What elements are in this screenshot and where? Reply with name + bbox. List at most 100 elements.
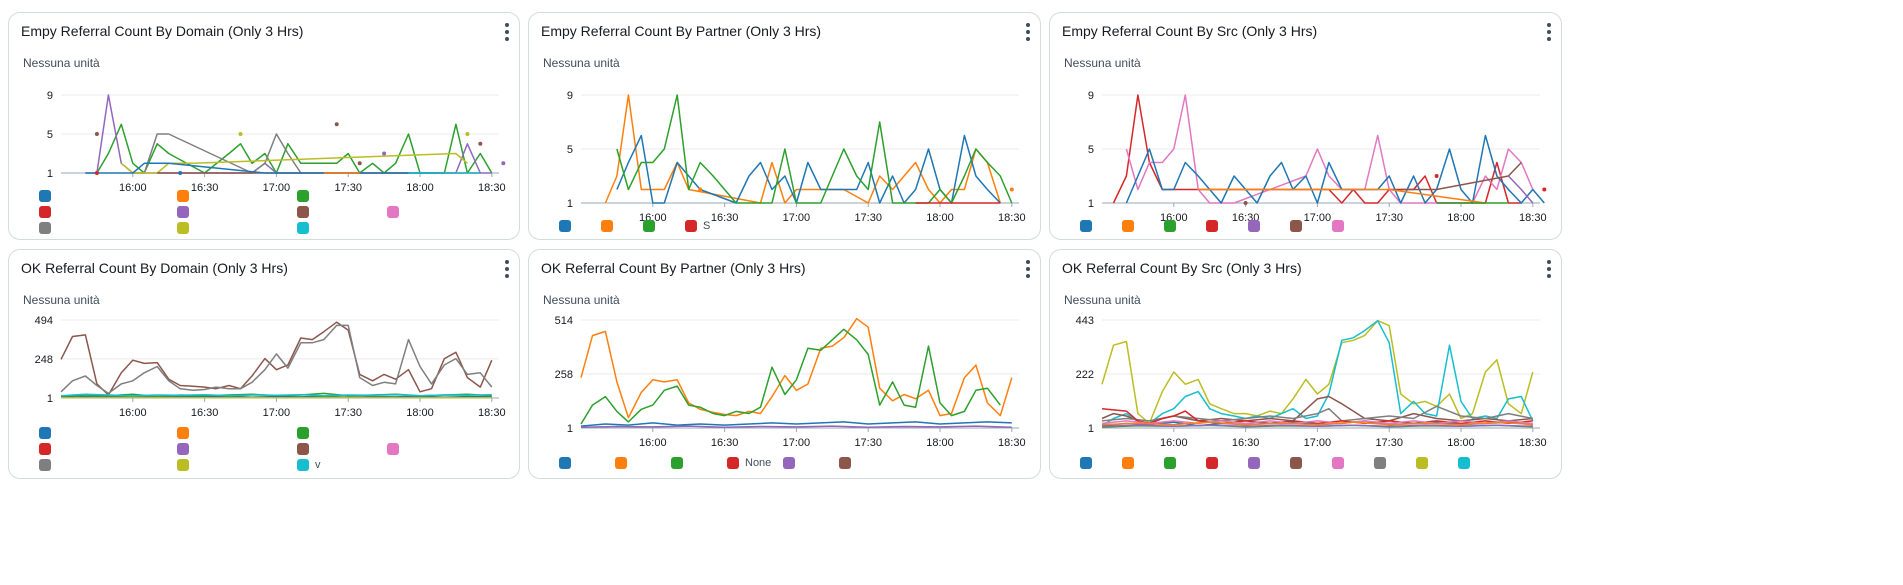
legend-item[interactable] [297,205,315,219]
legend-item[interactable] [1080,456,1098,470]
series-line [1198,188,1486,204]
data-point [334,122,339,127]
y-tick-label: 222 [1076,369,1094,381]
legend-swatch [297,190,309,202]
series-line [1101,421,1533,426]
legend-item[interactable] [177,426,195,440]
data-point [178,171,183,175]
x-tick-label: 17:00 [783,212,811,224]
legend-item[interactable] [177,205,195,219]
legend-swatch [39,206,51,218]
legend-item[interactable] [177,442,195,456]
legend-swatch [39,443,51,455]
more-options-icon[interactable] [1539,21,1559,43]
legend-item[interactable] [839,456,857,470]
series-line [580,425,1012,428]
legend-item[interactable] [297,189,315,203]
legend-item[interactable] [1164,219,1182,233]
legend-swatch [297,443,309,455]
more-options-icon[interactable] [1539,258,1559,280]
legend-swatch [177,206,189,218]
legend-item[interactable] [1332,219,1350,233]
legend-item[interactable] [1206,219,1224,233]
legend-item[interactable] [39,189,57,203]
legend-item[interactable]: v [297,458,321,472]
legend-item[interactable] [1416,456,1434,470]
legend-swatch [727,457,739,469]
series-line [1101,319,1534,427]
legend-swatch [1332,220,1344,232]
legend-item[interactable] [39,426,57,440]
legend-swatch [1122,220,1134,232]
legend-item[interactable] [177,189,195,203]
legend-item[interactable] [177,221,195,235]
legend-item[interactable] [39,458,57,472]
legend-item[interactable] [1458,456,1476,470]
legend-item[interactable] [671,456,689,470]
legend-swatch [1164,220,1176,232]
legend-item[interactable] [387,205,405,219]
panel-empty-by-domain: Empy Referral Count By Domain (Only 3 Hr… [8,12,520,240]
x-tick-label: 16:00 [639,437,667,449]
legend-item[interactable] [1122,219,1140,233]
series-line [1101,424,1533,428]
y-tick-label: 5 [1088,144,1094,156]
more-options-icon[interactable] [497,258,517,280]
more-options-icon[interactable] [497,21,517,43]
x-tick-label: 18:00 [406,182,434,194]
legend-item[interactable] [1164,456,1182,470]
x-tick-label: 18:00 [1447,212,1475,224]
legend-item[interactable] [1248,219,1266,233]
series-line [60,321,493,396]
more-options-icon[interactable] [1018,21,1038,43]
data-point [478,141,483,146]
legend-item[interactable]: None [727,456,771,470]
unit-label: Nessuna unità [543,56,620,70]
legend-item[interactable] [297,221,315,235]
more-options-icon[interactable] [1018,258,1038,280]
legend-swatch [839,457,851,469]
legend-item[interactable] [559,219,577,233]
legend-item[interactable] [297,442,315,456]
legend-item[interactable] [1206,456,1224,470]
legend-item[interactable] [643,219,661,233]
legend-swatch [39,427,51,439]
legend-item[interactable] [1122,456,1140,470]
legend-item[interactable] [39,205,57,219]
y-tick-label: 248 [35,354,53,366]
series-line [1125,134,1545,204]
unit-label: Nessuna unità [543,293,620,307]
legend-item[interactable] [1332,456,1350,470]
legend-swatch [177,459,189,471]
series-line [1101,405,1533,422]
legend-item[interactable] [1374,456,1392,470]
x-tick-label: 18:00 [1447,437,1475,449]
data-point [94,132,99,136]
legend-item[interactable] [1290,219,1308,233]
legend-item[interactable] [1248,456,1266,470]
x-tick-label: 16:30 [191,407,219,419]
legend-item[interactable]: S [685,219,710,233]
legend-item[interactable] [601,219,619,233]
legend-item[interactable] [1290,456,1308,470]
x-tick-label: 17:00 [263,182,291,194]
x-tick-label: 18:00 [926,437,954,449]
x-tick-label: 18:00 [406,407,434,419]
y-tick-label: 9 [1088,90,1094,102]
legend-item[interactable] [615,456,633,470]
data-point [465,132,470,136]
legend-item[interactable] [39,442,57,456]
legend-item[interactable] [39,221,57,235]
legend-item[interactable] [1080,219,1098,233]
legend-item[interactable] [559,456,577,470]
legend-item[interactable] [783,456,801,470]
unit-label: Nessuna unità [23,293,100,307]
legend-swatch [39,190,51,202]
legend-item[interactable] [387,442,405,456]
series-line [60,324,493,395]
x-tick-label: 18:30 [478,182,506,194]
legend-item[interactable] [177,458,195,472]
legend-swatch [1080,220,1092,232]
legend-item[interactable] [297,426,315,440]
series-line [580,317,1013,419]
